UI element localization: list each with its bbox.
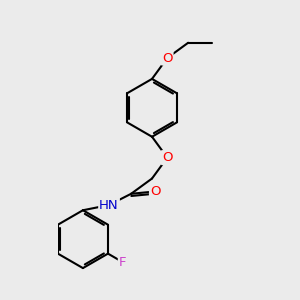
Text: F: F	[119, 256, 126, 268]
Text: O: O	[162, 151, 172, 164]
Text: O: O	[150, 185, 160, 198]
Text: O: O	[162, 52, 172, 64]
Text: HN: HN	[99, 199, 119, 212]
